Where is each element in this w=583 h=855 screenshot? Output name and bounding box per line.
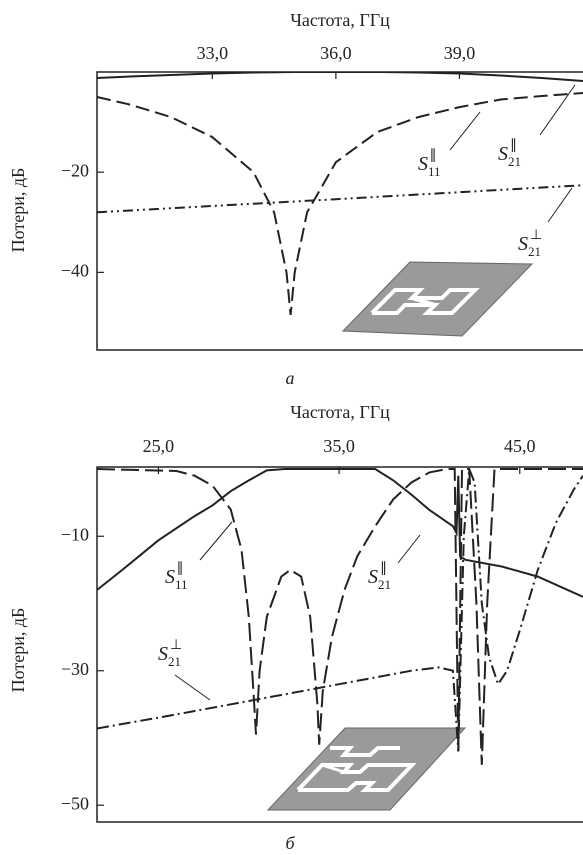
- x-axis-title: Частота, ГГц: [290, 10, 390, 30]
- x-tick-label: 36,0: [320, 43, 352, 63]
- y-tick-label: −10: [61, 524, 89, 544]
- y-tick-label: −50: [61, 793, 89, 813]
- leader-line: [199, 521, 233, 561]
- plot-frame: [96, 466, 583, 823]
- series-label: S21⊥: [158, 638, 182, 669]
- leader-line: [449, 111, 481, 151]
- x-tick-label: 45,0: [504, 436, 536, 456]
- x-tick-label: 35,0: [323, 436, 355, 456]
- y-axis-title: Потери, дБ: [8, 608, 28, 693]
- caption: а: [286, 368, 295, 388]
- x-tick-label: 25,0: [143, 436, 175, 456]
- leader-line: [547, 187, 573, 223]
- series-line: [97, 92, 583, 315]
- series-label: S21∥: [498, 138, 521, 169]
- series-line: [97, 468, 583, 598]
- series-label: S11∥: [165, 561, 188, 592]
- series-line: [97, 468, 583, 752]
- caption: б: [285, 833, 295, 853]
- y-tick-label: −20: [61, 160, 89, 180]
- series-line: [97, 468, 583, 765]
- x-tick-label: 39,0: [444, 43, 476, 63]
- leader-line: [174, 674, 211, 701]
- x-tick-label: 33,0: [197, 43, 229, 63]
- series-label: S21∥: [368, 561, 391, 592]
- y-tick-label: −40: [61, 260, 89, 280]
- inset-patch: [266, 727, 467, 811]
- leader-line: [539, 84, 576, 136]
- plot-frame: [96, 71, 583, 351]
- y-axis-title: Потери, дБ: [8, 168, 28, 253]
- x-axis-title: Частота, ГГц: [290, 402, 390, 422]
- series-line: [97, 184, 583, 214]
- leader-line: [397, 534, 421, 564]
- series-label: S21⊥: [518, 228, 542, 259]
- inset-patch: [341, 261, 534, 337]
- y-tick-label: −30: [61, 659, 89, 679]
- series-label: S11∥: [418, 148, 441, 179]
- series-line: [97, 72, 583, 82]
